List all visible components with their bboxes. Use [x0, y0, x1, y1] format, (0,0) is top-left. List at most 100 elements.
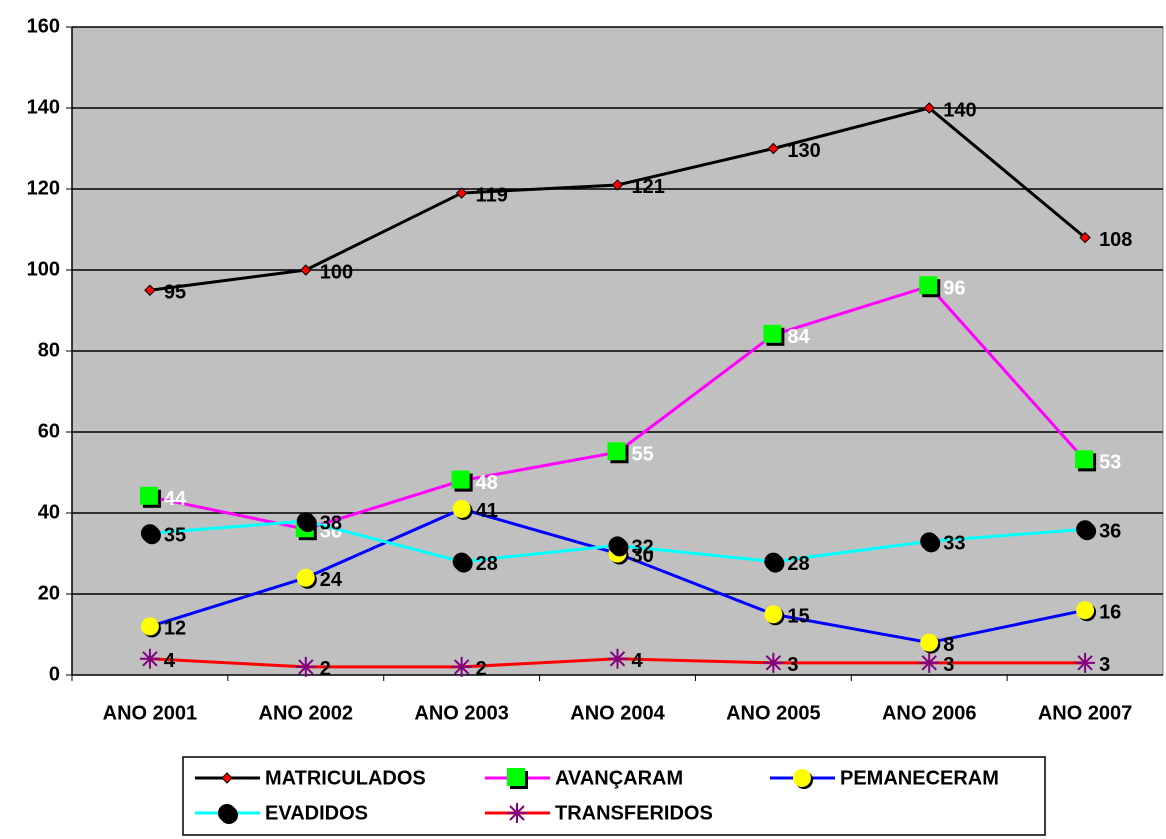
- marker: [455, 187, 468, 199]
- y-tick-label: 60: [38, 420, 60, 442]
- x-tick-label: ANO 2002: [259, 702, 354, 724]
- legend-marker: [221, 772, 233, 784]
- data-label: 16: [1099, 601, 1121, 623]
- marker: [607, 442, 626, 461]
- series: 35 38 28 32 28 33 36: [140, 512, 1121, 575]
- marker: [140, 617, 159, 636]
- data-label: 4: [164, 650, 176, 672]
- data-label: 41: [476, 500, 498, 522]
- legend-marker: [507, 768, 525, 786]
- marker: [1075, 652, 1096, 673]
- legend-label: AVANÇARAM: [555, 767, 683, 789]
- legend-label: MATRICULADOS: [265, 767, 426, 789]
- legend-item: TRANSFERIDOS: [485, 802, 713, 824]
- marker: [919, 652, 940, 673]
- data-label: 32: [632, 537, 654, 559]
- series: 12 24 41 30 15 8 16: [140, 499, 1121, 656]
- data-label: 53: [1099, 452, 1121, 474]
- x-tick-label: ANO 2007: [1038, 702, 1133, 724]
- data-label: 2: [320, 658, 331, 680]
- marker: [764, 552, 783, 571]
- marker: [1075, 450, 1094, 469]
- marker: [452, 499, 471, 518]
- data-label: 130: [787, 140, 820, 162]
- data-label: 24: [320, 569, 343, 591]
- data-label: 3: [787, 654, 798, 676]
- marker: [608, 536, 627, 555]
- x-tick-label: ANO 2003: [414, 702, 509, 724]
- marker: [607, 648, 628, 669]
- marker: [139, 486, 158, 505]
- data-label: 15: [787, 606, 809, 628]
- data-label: 3: [1099, 654, 1110, 676]
- legend-marker: [218, 804, 236, 822]
- y-tick-label: 160: [27, 15, 60, 37]
- marker: [1079, 231, 1091, 244]
- marker: [296, 568, 315, 587]
- marker: [139, 648, 160, 669]
- marker: [140, 524, 159, 543]
- data-label: 28: [476, 553, 498, 575]
- data-label: 38: [320, 512, 342, 534]
- x-tick-label: ANO 2004: [570, 702, 665, 724]
- data-label: 3: [943, 654, 954, 676]
- data-label: 8: [943, 634, 954, 656]
- data-label: 96: [943, 277, 965, 299]
- legend-marker: [793, 769, 811, 787]
- y-tick-label: 140: [27, 96, 60, 118]
- data-label: 140: [943, 99, 976, 121]
- marker: [451, 470, 470, 489]
- y-tick-label: 20: [38, 582, 60, 604]
- legend-item: AVANÇARAM: [485, 767, 683, 789]
- data-label: 30: [632, 545, 654, 567]
- marker: [611, 179, 624, 191]
- series: 44 36 48 55 84 96 53: [139, 276, 1121, 542]
- marker: [451, 656, 472, 677]
- data-label: 119: [476, 184, 508, 206]
- data-label: 12: [164, 618, 186, 640]
- y-tick-label: 100: [27, 258, 60, 280]
- data-label: 35: [164, 525, 186, 547]
- y-tick-label: 0: [49, 663, 60, 685]
- legend-label: EVADIDOS: [265, 802, 368, 824]
- y-tick-label: 120: [27, 177, 60, 199]
- marker: [295, 656, 316, 677]
- legend-label: PEMANECERAM: [840, 767, 999, 789]
- x-tick-label: ANO 2001: [103, 702, 198, 724]
- marker: [920, 633, 939, 652]
- series: 95 100 119 121 130 140 108: [144, 99, 1132, 304]
- marker: [452, 552, 471, 571]
- y-tick-label: 80: [38, 339, 60, 361]
- series: 4 2 2 4 3 3 3: [139, 648, 1110, 680]
- marker: [919, 276, 938, 295]
- legend-item: EVADIDOS: [195, 802, 368, 824]
- marker: [923, 102, 935, 114]
- data-label: 108: [1099, 229, 1132, 251]
- x-tick-label: ANO 2006: [882, 702, 977, 724]
- data-label: 95: [164, 282, 186, 304]
- data-label: 121: [632, 176, 665, 198]
- marker: [300, 264, 312, 276]
- marker: [764, 605, 783, 624]
- marker: [296, 512, 315, 531]
- legend-item: PEMANECERAM: [770, 767, 999, 789]
- legend-item: MATRICULADOS: [195, 767, 426, 789]
- marker: [144, 284, 156, 296]
- data-label: 36: [1099, 520, 1121, 542]
- marker: [767, 142, 780, 155]
- data-label: 55: [632, 444, 654, 466]
- data-label: 44: [164, 488, 187, 510]
- data-label: 33: [943, 533, 965, 555]
- marker: [920, 532, 939, 551]
- data-label: 100: [320, 261, 353, 283]
- y-tick-label: 40: [38, 501, 60, 523]
- legend-marker: [507, 803, 527, 823]
- data-label: 28: [787, 553, 809, 575]
- marker: [1076, 601, 1095, 620]
- data-label: 4: [632, 650, 644, 672]
- marker: [1076, 520, 1095, 539]
- data-label: 2: [476, 658, 487, 680]
- marker: [763, 324, 782, 343]
- data-label: 48: [476, 472, 498, 494]
